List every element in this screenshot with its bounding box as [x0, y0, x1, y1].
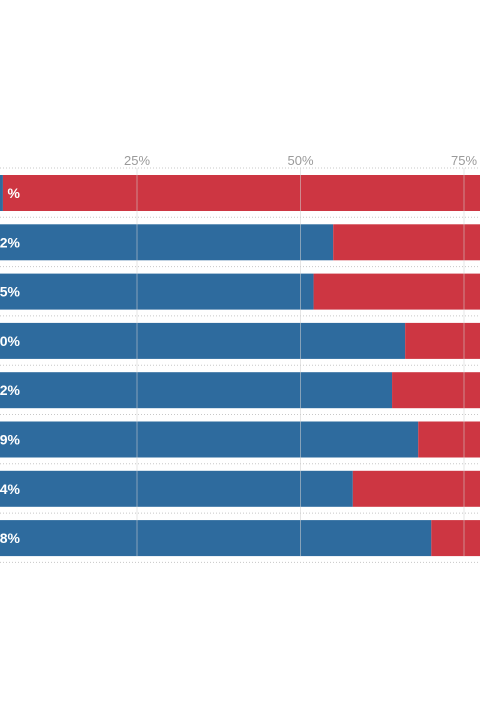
bar-segment-blue [0, 175, 3, 211]
bar-value-label: 0% [0, 333, 21, 349]
bar-value-label: 5% [0, 284, 21, 300]
bar-value-label: 4% [0, 481, 21, 497]
bar-segment-red [418, 421, 480, 458]
bar-segment-blue [0, 421, 419, 458]
tick-label: 75% [451, 153, 477, 168]
tick-label: 25% [124, 153, 150, 168]
bar-segment-red [333, 224, 480, 261]
bar-segment-blue [0, 322, 406, 359]
bar-segment-red [2, 175, 480, 211]
bar-segment-red [405, 322, 480, 359]
bar-segment-red [313, 273, 480, 310]
bar-segment-red [352, 470, 480, 507]
bar-value-label: 2% [0, 382, 21, 398]
bar-value-label: 2% [0, 234, 21, 250]
bar-segment-blue [0, 470, 353, 507]
bar-value-label: % [8, 185, 21, 201]
bar-segment-blue [0, 273, 314, 310]
tick-labels: 25% 50% 75% [124, 153, 477, 168]
bar-segment-red [392, 372, 480, 409]
bar-value-label: 9% [0, 432, 21, 448]
bar-segment-blue [0, 520, 432, 557]
tick-label: 50% [287, 153, 313, 168]
bar-value-label: 8% [0, 530, 21, 546]
bar-segment-red [431, 520, 480, 557]
bar-segment-blue [0, 372, 393, 409]
bar-segment-blue [0, 224, 334, 261]
bar-labels: % 2% 5% 0% 2% 9% 4% 8% [0, 185, 21, 546]
bars [0, 175, 480, 557]
gridlines [136, 168, 465, 557]
row-separators [0, 167, 480, 563]
